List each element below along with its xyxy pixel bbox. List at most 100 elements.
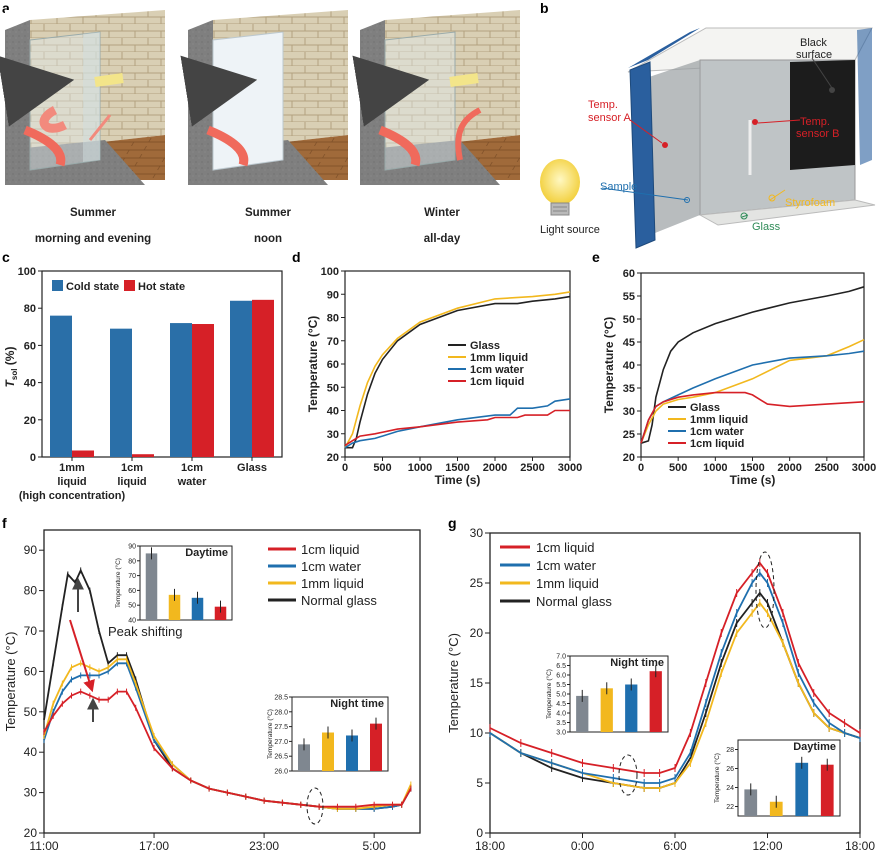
label-light-source: Light source	[540, 224, 600, 236]
e-plot-legend-label: 1mm liquid	[690, 414, 748, 426]
g-ytick-label: 5	[476, 776, 483, 790]
g-inset-night-bar	[625, 684, 638, 732]
g-inset-night-ytick-label: 3.0	[556, 730, 566, 737]
c-ytick-label: 0	[30, 452, 36, 464]
g-inset-day-ytick-label: 26	[726, 766, 734, 773]
d-plot-legend-label: 1cm liquid	[470, 376, 524, 388]
d-plot-ytick-label: 60	[327, 359, 339, 371]
bulb-icon	[540, 159, 580, 216]
c-bar-hot	[252, 299, 274, 457]
g-ytick-label: 30	[470, 526, 484, 540]
caption-time-2: noon	[254, 233, 282, 245]
g-inset-day-title: Daytime	[793, 741, 836, 753]
caption-time-1: morning and evening	[35, 233, 151, 245]
panel-c-label: c	[2, 249, 10, 265]
g-inset-night-bar	[600, 688, 613, 732]
panel-g: g 0 5 10 15 20 25 30 18:00 0:00 6:00 12:00 18:00 Tem…	[446, 515, 875, 852]
panel-f-label: f	[2, 515, 7, 531]
g-inset-night-ytick-label: 6.0	[556, 673, 566, 680]
g-inset-day-bar	[769, 801, 783, 816]
d-plot-xlabel: Time (s)	[435, 473, 481, 487]
g-inset-night-ytick-label: 3.5	[556, 720, 566, 727]
f-inset-night-ytick-label: 27.5	[274, 724, 288, 731]
e-plot-series-line	[640, 350, 865, 444]
e-plot-legend-label: 1cm water	[690, 426, 745, 438]
caption-season-1: Summer	[70, 207, 117, 219]
f-xtick-label: 17:00	[139, 839, 169, 852]
caption-season-3: Winter	[424, 207, 460, 219]
f-ytick-label: 80	[24, 584, 38, 598]
c-xtick-label: 1mm	[59, 462, 85, 474]
label-black-surface-1: Black	[800, 37, 827, 49]
e-plot-ytick-label: 30	[623, 406, 635, 418]
g-xtick-label: 18:00	[845, 839, 875, 852]
e-plot-xtick-label: 2500	[815, 462, 839, 474]
c-xtick-label: 1cm	[121, 462, 143, 474]
scene-winter	[352, 10, 520, 185]
e-plot-ytick-label: 25	[623, 429, 635, 441]
f-inset-night-ytick-label: 26.5	[274, 754, 288, 761]
f-ytick-label: 30	[24, 786, 38, 800]
f-ytick-label: 40	[24, 745, 38, 759]
f-inset-day-ytick-label: 40	[128, 618, 136, 625]
f-ytick-label: 70	[24, 624, 38, 638]
g-inset-night-ytick-label: 7.0	[556, 654, 566, 661]
g-ylabel: Temperature (°C)	[446, 633, 461, 733]
c-bar-hot	[132, 454, 154, 457]
f-inset-night-bar	[322, 732, 334, 771]
f-ytick-label: 20	[24, 826, 38, 840]
label-sensor-b-1: Temp.	[800, 116, 830, 128]
g-inset-day-bar	[744, 789, 758, 816]
c-xtick-label: 1cm	[181, 462, 203, 474]
d-plot-ylabel: Temperature (°C)	[306, 316, 320, 413]
caption-time-3: all-day	[424, 233, 461, 245]
c-ytick-label: 20	[24, 415, 36, 427]
f-inset-night-ytick-label: 28.5	[274, 695, 288, 702]
e-plot-xtick-label: 2000	[777, 462, 801, 474]
d-plot-series-line	[344, 409, 570, 447]
e-plot-xtick-label: 1500	[740, 462, 764, 474]
f-inset-day-ytick-label: 80	[128, 558, 136, 565]
c-legend-swatch	[124, 280, 135, 291]
e-plot-series-line	[640, 338, 865, 444]
c-legend-swatch	[52, 280, 63, 291]
f-ytick-label: 50	[24, 705, 38, 719]
c-ylabel-sub: sol	[10, 369, 19, 381]
c-xtick-label: liquid	[57, 476, 86, 488]
g-inset-night-ytick-label: 4.5	[556, 701, 566, 708]
f-legend-label: Normal glass	[301, 593, 377, 608]
f-inset-day-ytick-label: 50	[128, 603, 136, 610]
g-xtick-label: 12:00	[752, 839, 782, 852]
g-ytick-label: 20	[470, 626, 484, 640]
d-plot-legend-label: 1cm water	[470, 364, 525, 376]
g-ytick-label: 15	[470, 676, 484, 690]
g-inset-night-ytick-label: 4.0	[556, 711, 566, 718]
d-plot-xtick-label: 3000	[558, 462, 582, 474]
label-black-surface-2: surface	[796, 49, 832, 61]
g-inset-night-ytick-label: 5.0	[556, 692, 566, 699]
g-inset-night-bar	[576, 695, 589, 732]
g-series-line	[489, 561, 861, 774]
c-bar-cold	[170, 323, 192, 457]
g-legend-label: 1mm liquid	[536, 576, 599, 591]
g-series-line	[489, 571, 861, 784]
d-plot-xtick-label: 2500	[520, 462, 544, 474]
g-legend-label: Normal glass	[536, 594, 612, 609]
panel-c: c Tsol (%) 0 20 40 60 80 100 1mm liquid (high co…	[2, 249, 283, 502]
f-annotation: Peak shifting	[108, 624, 182, 639]
g-ytick-label: 0	[476, 826, 483, 840]
d-plot-ytick-label: 40	[327, 406, 339, 418]
c-bar-hot	[192, 324, 214, 457]
c-xtick-label: Glass	[237, 462, 267, 474]
c-bar-cold	[50, 315, 72, 457]
c-ylabel-main: T	[3, 378, 17, 387]
e-plot-ytick-label: 45	[623, 337, 635, 349]
f-inset-day-bar	[191, 597, 204, 620]
label-sensor-b-2: sensor B	[796, 128, 839, 140]
c-bar-hot	[72, 450, 94, 457]
g-legend-label: 1cm water	[536, 558, 597, 573]
d-plot-xtick-label: 0	[342, 462, 348, 474]
f-inset-day-bar	[145, 553, 158, 620]
d-plot-ytick-label: 70	[327, 336, 339, 348]
panel-a: a Summer morning and evening Summ	[0, 0, 520, 245]
